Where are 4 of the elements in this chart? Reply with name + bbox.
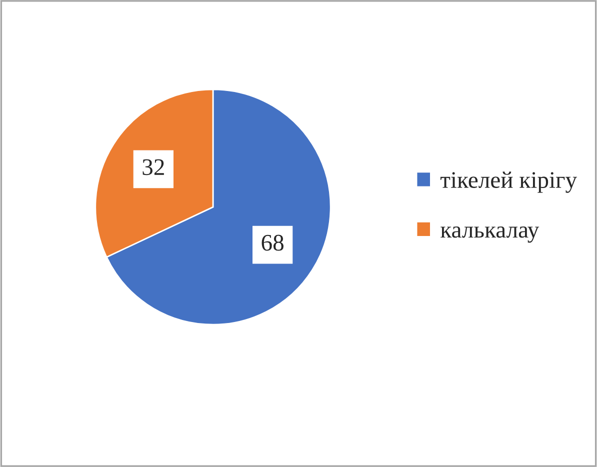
data-label: 32 xyxy=(142,159,164,176)
data-label: 68 xyxy=(262,234,284,251)
legend-label: калькалау xyxy=(440,226,540,243)
legend-label: тікелей кірігу xyxy=(440,172,577,193)
